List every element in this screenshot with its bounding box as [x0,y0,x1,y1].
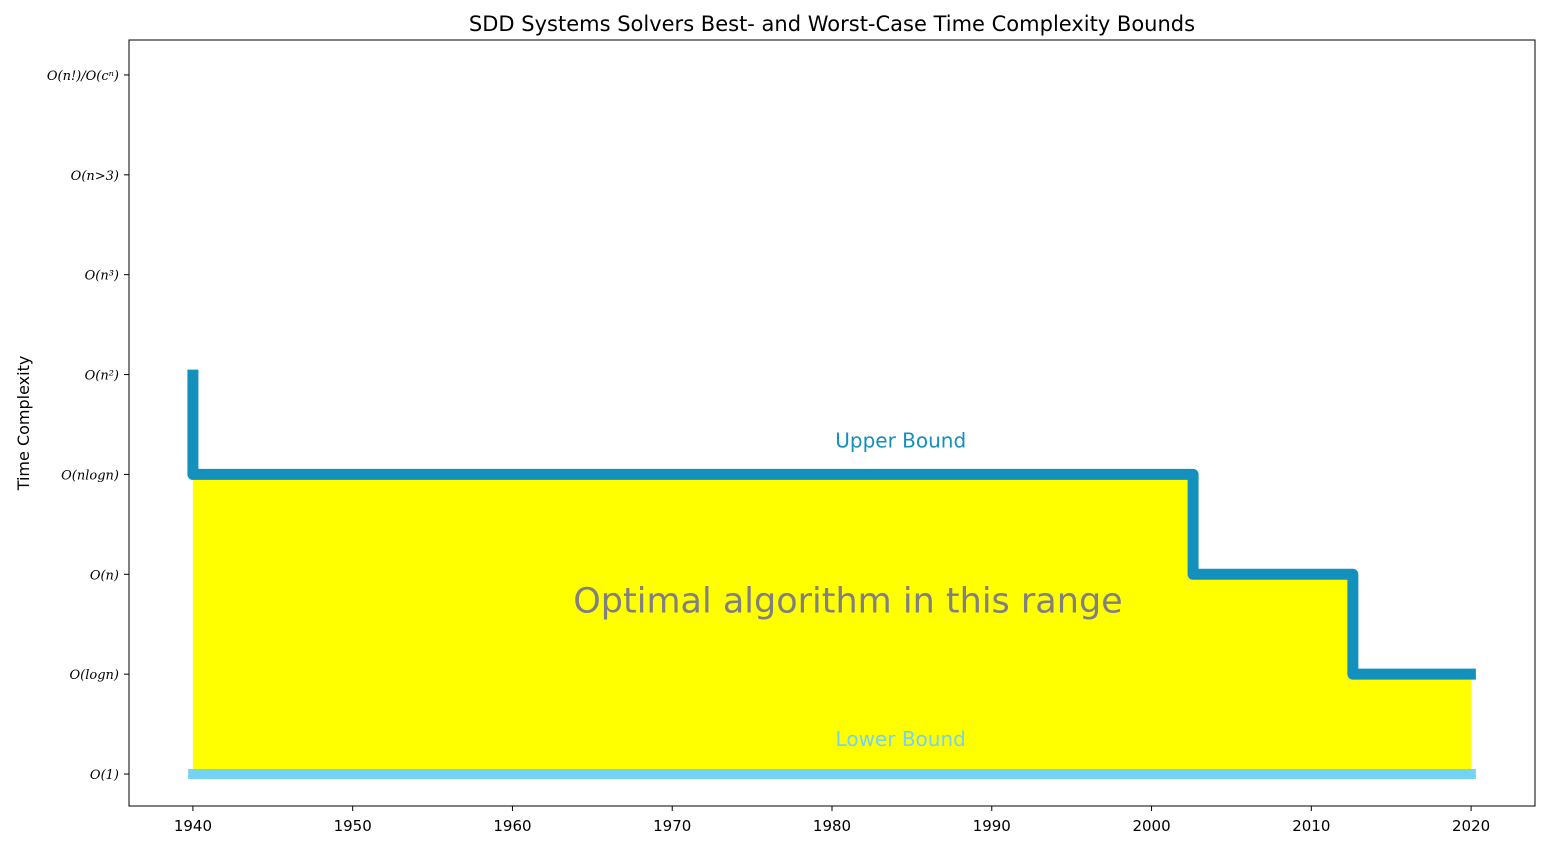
x-tick-label: 2020 [1452,817,1490,835]
x-tick-label: 2000 [1132,817,1170,835]
y-tick-label: O(n³) [85,269,119,284]
y-tick-label: O(n>3) [71,169,119,184]
x-tick-label: 1960 [493,817,531,835]
upper-annotation: Upper Bound [835,428,966,452]
x-axis: 1940 1950 1960 1970 1980 1990 2000 2010 2020 [174,806,1490,835]
x-tick-label: 1970 [653,817,691,835]
y-tick-label: O(logn) [70,668,119,683]
x-tick-label: 1980 [813,817,851,835]
y-axis-label: Time Complexity [14,356,33,492]
x-tick-label: 1990 [973,817,1011,835]
lower-annotation: Lower Bound [836,727,966,751]
y-tick-label: O(n²) [85,369,119,384]
x-tick-label: 1940 [174,817,212,835]
x-tick-label: 2010 [1292,817,1330,835]
chart-title: SDD Systems Solvers Best- and Worst-Case… [469,12,1195,36]
center-annotation: Optimal algorithm in this range [573,581,1122,621]
x-tick-label: 1950 [334,817,372,835]
y-tick-label: O(nlogn) [61,468,119,483]
y-tick-label: O(n!)/O(cⁿ) [47,69,119,84]
y-axis: O(1) O(logn) O(n) O(nlogn) O(n²) O(n³) O(n>3) O… [47,69,129,783]
y-tick-label: O(n) [90,568,119,583]
annotations: Upper Bound Lower Bound Optimal algorithm … [573,428,1122,751]
fill-layer [192,474,1472,775]
y-tick-label: O(1) [90,768,119,783]
series-layer [187,369,1476,780]
optimal-range-fill [192,474,1472,775]
upper-bound-line [187,369,1476,680]
